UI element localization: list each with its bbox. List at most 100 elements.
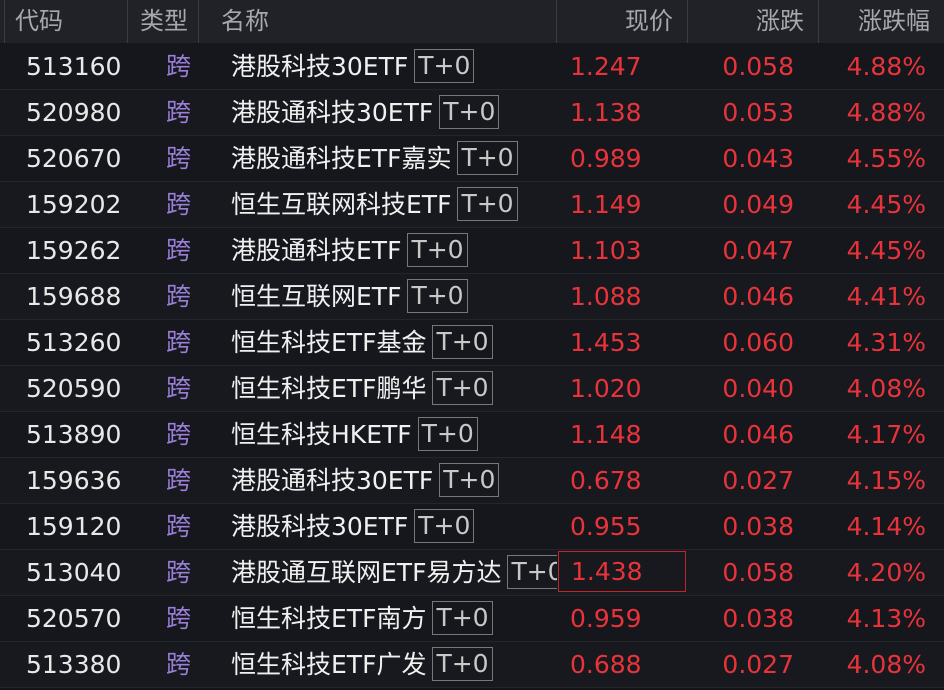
name-text: 港股通科技30ETF xyxy=(231,466,434,495)
table-header: 代码 类型 名称 现价 涨跌 涨跌幅 xyxy=(0,0,944,43)
name: 恒生科技ETF广发 T+0 xyxy=(231,642,557,687)
t0-tag: T+0 xyxy=(439,95,500,129)
code: 159202 xyxy=(26,190,122,219)
table-row[interactable]: 513380 跨 恒生科技ETF广发 T+0 0.688 0.027 4.08% xyxy=(0,642,944,688)
table-row[interactable]: 159688 跨 恒生互联网ETF T+0 1.088 0.046 4.41% xyxy=(0,274,944,320)
name: 恒生互联网ETF T+0 xyxy=(231,274,557,319)
change-pct: 4.88% xyxy=(846,52,926,81)
code: 520570 xyxy=(26,604,122,633)
price[interactable]: 1.247 xyxy=(570,52,642,81)
table-row[interactable]: 159120 跨 港股科技30ETF T+0 0.955 0.038 4.14% xyxy=(0,504,944,550)
header-change[interactable]: 涨跌 xyxy=(687,0,818,43)
price[interactable]: 1.149 xyxy=(570,190,642,219)
price[interactable]: 0.989 xyxy=(570,144,642,173)
table-row[interactable]: 513890 跨 恒生科技HKETF T+0 1.148 0.046 4.17% xyxy=(0,412,944,458)
table-row[interactable]: 159262 跨 港股通科技ETF T+0 1.103 0.047 4.45% xyxy=(0,228,944,274)
header-name[interactable]: 名称 xyxy=(198,0,556,43)
header-price[interactable]: 现价 xyxy=(556,0,687,43)
table-row[interactable]: 513040 跨 港股通互联网ETF易方达 T+0 1.438 0.058 4.20% xyxy=(0,550,944,596)
change-pct: 4.17% xyxy=(846,420,926,449)
table-row[interactable]: 513260 跨 恒生科技ETF基金 T+0 1.453 0.060 4.31% xyxy=(0,320,944,366)
table-row[interactable]: 520570 跨 恒生科技ETF南方 T+0 0.959 0.038 4.13% xyxy=(0,596,944,642)
change: 0.038 xyxy=(722,512,794,541)
price[interactable]: 0.959 xyxy=(570,604,642,633)
code: 159688 xyxy=(26,282,122,311)
code: 520590 xyxy=(26,374,122,403)
table-row[interactable]: 520980 跨 港股通科技30ETF T+0 1.138 0.053 4.88% xyxy=(0,90,944,136)
name: 恒生科技ETF南方 T+0 xyxy=(231,596,557,641)
type-badge: 跨 xyxy=(166,98,192,127)
code: 513160 xyxy=(26,52,122,81)
table-row[interactable]: 513160 跨 港股科技30ETF T+0 1.247 0.058 4.88% xyxy=(0,44,944,90)
price[interactable]: 0.955 xyxy=(570,512,642,541)
header-type[interactable]: 类型 xyxy=(127,0,199,43)
name: 港股科技30ETF T+0 xyxy=(231,504,557,549)
name: 港股通科技ETF T+0 xyxy=(231,228,557,273)
t0-tag: T+0 xyxy=(439,463,500,497)
code: 513890 xyxy=(26,420,122,449)
type-badge: 跨 xyxy=(166,650,192,679)
t0-tag: T+0 xyxy=(414,509,475,543)
table-row[interactable]: 159636 跨 港股通科技30ETF T+0 0.678 0.027 4.15% xyxy=(0,458,944,504)
price[interactable]: 0.678 xyxy=(570,466,642,495)
name: 恒生互联网科技ETF T+0 xyxy=(231,182,557,227)
type-badge: 跨 xyxy=(166,420,192,449)
type-badge: 跨 xyxy=(166,282,192,311)
change-pct: 4.45% xyxy=(846,236,926,265)
change-pct: 4.31% xyxy=(846,328,926,357)
change-pct: 4.08% xyxy=(846,374,926,403)
change: 0.027 xyxy=(722,650,794,679)
change-pct: 4.08% xyxy=(846,650,926,679)
price[interactable]: 1.138 xyxy=(570,98,642,127)
change: 0.043 xyxy=(722,144,794,173)
name-text: 港股科技30ETF xyxy=(231,52,409,81)
name: 港股通互联网ETF易方达 T+0 xyxy=(231,550,557,595)
code: 513380 xyxy=(26,650,122,679)
name: 恒生科技ETF鹏华 T+0 xyxy=(231,366,557,411)
change: 0.060 xyxy=(722,328,794,357)
type-badge: 跨 xyxy=(166,328,192,357)
change: 0.047 xyxy=(722,236,794,265)
price[interactable]: 1.088 xyxy=(570,282,642,311)
change: 0.046 xyxy=(722,420,794,449)
change-pct: 4.14% xyxy=(846,512,926,541)
t0-tag: T+0 xyxy=(407,279,468,313)
table-row[interactable]: 520670 跨 港股通科技ETF嘉实 T+0 0.989 0.043 4.55% xyxy=(0,136,944,182)
type-badge: 跨 xyxy=(166,190,192,219)
table-row[interactable]: 520590 跨 恒生科技ETF鹏华 T+0 1.020 0.040 4.08% xyxy=(0,366,944,412)
change: 0.046 xyxy=(722,282,794,311)
type-badge: 跨 xyxy=(166,512,192,541)
name: 港股通科技ETF嘉实 T+0 xyxy=(231,136,557,181)
change-pct: 4.20% xyxy=(846,558,926,587)
price[interactable]: 1.020 xyxy=(570,374,642,403)
name-text: 恒生科技ETF广发 xyxy=(231,650,427,679)
name-text: 恒生科技ETF南方 xyxy=(231,604,427,633)
change: 0.058 xyxy=(722,558,794,587)
change-pct: 4.13% xyxy=(846,604,926,633)
code: 513260 xyxy=(26,328,122,357)
price[interactable]: 1.148 xyxy=(570,420,642,449)
header-pct[interactable]: 涨跌幅 xyxy=(818,0,944,43)
change-pct: 4.45% xyxy=(846,190,926,219)
type-badge: 跨 xyxy=(166,604,192,633)
t0-tag: T+0 xyxy=(457,141,518,175)
name-text: 港股通互联网ETF易方达 xyxy=(231,558,502,587)
code: 159262 xyxy=(26,236,122,265)
code: 159120 xyxy=(26,512,122,541)
price[interactable]: 1.438 xyxy=(558,551,686,592)
name-text: 港股科技30ETF xyxy=(231,512,409,541)
table-row[interactable]: 159202 跨 恒生互联网科技ETF T+0 1.149 0.049 4.45% xyxy=(0,182,944,228)
type-badge: 跨 xyxy=(166,558,192,587)
code: 513040 xyxy=(26,558,122,587)
price[interactable]: 0.688 xyxy=(570,650,642,679)
t0-tag: T+0 xyxy=(457,187,518,221)
name-text: 恒生科技ETF鹏华 xyxy=(231,374,427,403)
t0-tag: T+0 xyxy=(407,233,468,267)
name: 恒生科技ETF基金 T+0 xyxy=(231,320,557,365)
t0-tag: T+0 xyxy=(432,601,493,635)
header-code[interactable]: 代码 xyxy=(4,0,128,43)
price[interactable]: 1.453 xyxy=(570,328,642,357)
price[interactable]: 1.103 xyxy=(570,236,642,265)
type-badge: 跨 xyxy=(166,374,192,403)
name-text: 恒生科技HKETF xyxy=(231,420,412,449)
